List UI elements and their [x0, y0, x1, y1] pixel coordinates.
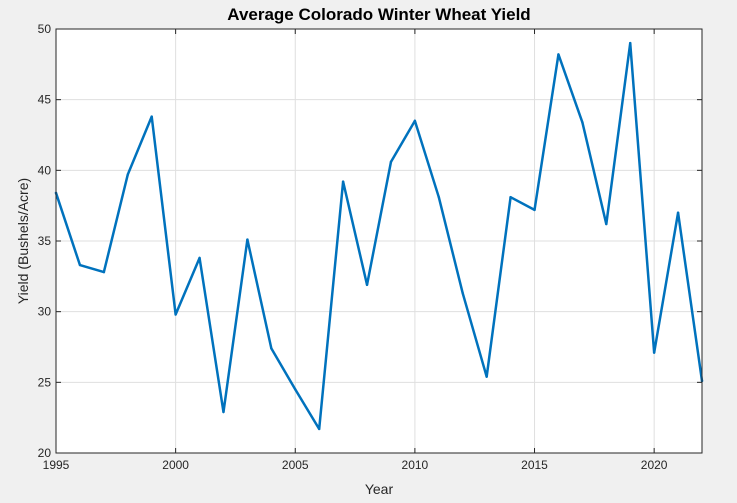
yield-point-2003 — [246, 238, 249, 241]
yield-point-2011 — [437, 195, 441, 199]
x-tick-label: 2000 — [162, 458, 189, 472]
yield-point-2010 — [413, 119, 417, 123]
y-tick-label: 50 — [38, 22, 52, 36]
yield-point-2012 — [461, 292, 464, 295]
yield-point-2020 — [652, 351, 656, 354]
tick-marks — [55, 28, 702, 454]
yield-point-2006 — [317, 427, 321, 431]
grid-lines — [56, 29, 702, 453]
y-tick-label: 45 — [38, 93, 52, 107]
yield-point-2017 — [581, 121, 584, 124]
yield-point-2007 — [341, 180, 345, 183]
y-tick-label: 35 — [38, 234, 52, 248]
series-layer — [54, 41, 704, 431]
yield-point-2016 — [557, 53, 560, 56]
x-axis-label: Year — [365, 481, 394, 497]
y-tick-labels: 20 25 30 35 40 45 50 — [38, 22, 52, 460]
yield-point-1997 — [102, 270, 106, 274]
chart-title: Average Colorado Winter Wheat Yield — [227, 5, 530, 24]
y-tick-label: 25 — [38, 375, 52, 389]
yield-point-2000 — [174, 313, 177, 316]
yield-point-2004 — [270, 347, 273, 350]
yield-point-1996 — [78, 263, 82, 267]
yield-point-2019 — [629, 41, 632, 45]
yield-point-1998 — [126, 173, 129, 176]
x-tick-label: 2015 — [521, 458, 548, 472]
y-tick-label: 20 — [38, 446, 52, 460]
yield-point-2015 — [533, 208, 536, 212]
yield-point-2018 — [605, 222, 608, 226]
yield-point-2009 — [389, 160, 393, 164]
x-tick-label: 2020 — [641, 458, 668, 472]
x-tick-label: 1995 — [43, 458, 70, 472]
y-tick-label: 40 — [38, 163, 52, 177]
yield-series-line — [54, 41, 704, 431]
x-tick-label: 2005 — [282, 458, 309, 472]
y-axis-label: Yield (Bushels/Acre) — [15, 178, 31, 304]
yield-point-2008 — [365, 283, 369, 287]
yield-point-2002 — [222, 410, 225, 414]
yield-point-1999 — [150, 115, 153, 118]
yield-point-2001 — [198, 256, 201, 260]
yield-point-2013 — [485, 375, 488, 378]
yield-point-2014 — [509, 195, 512, 199]
yield-point-2021 — [676, 211, 680, 214]
y-tick-label: 30 — [38, 305, 52, 319]
x-tick-label: 2010 — [402, 458, 429, 472]
yield-point-2005 — [294, 388, 297, 391]
x-tick-labels: 1995 2000 2005 2010 2015 2020 — [43, 458, 668, 472]
